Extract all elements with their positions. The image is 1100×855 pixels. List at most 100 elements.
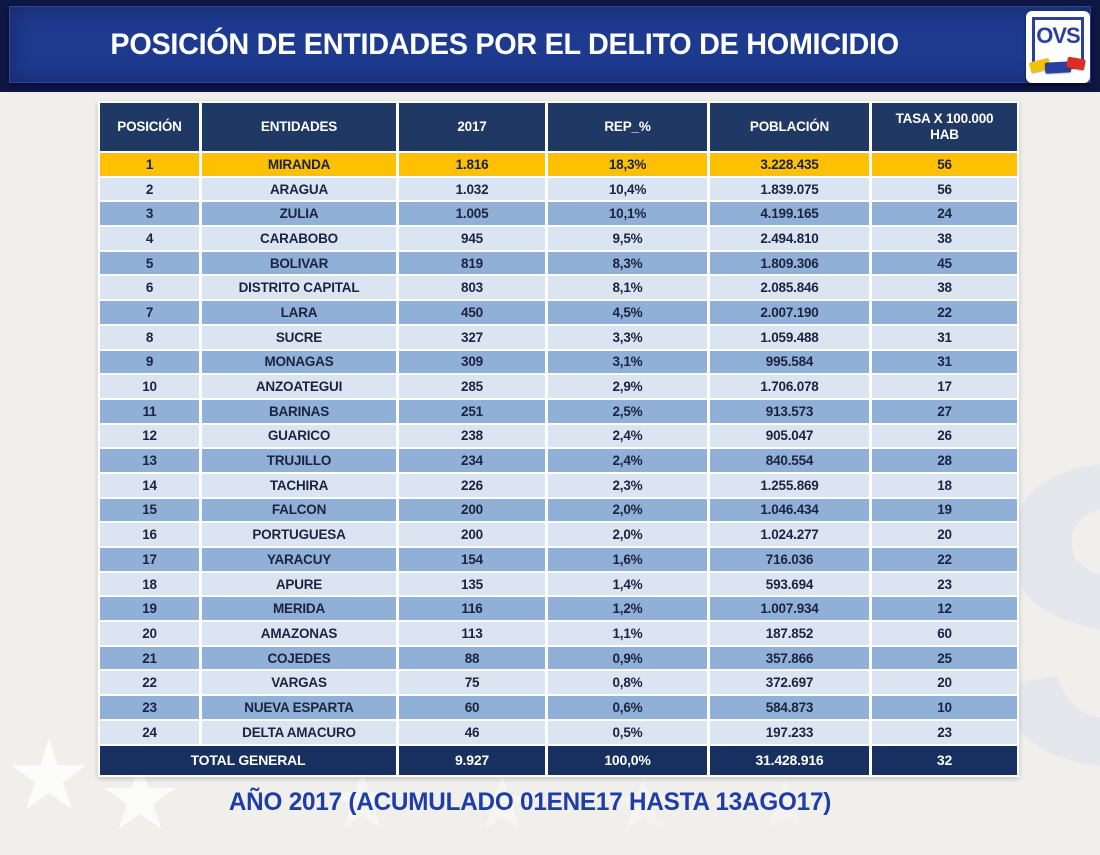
table-cell: TACHIRA — [202, 473, 396, 497]
table-cell: 2,4% — [548, 449, 707, 472]
table-cell: 18 — [100, 572, 199, 596]
total-cell: 32 — [872, 745, 1017, 775]
table-cell: 8,3% — [548, 251, 707, 275]
table-cell: 10 — [100, 375, 199, 398]
table-cell: 4 — [100, 227, 199, 250]
column-header-1: ENTIDADES — [202, 103, 396, 151]
table-cell: CARABOBO — [202, 227, 396, 250]
table-cell: 1,4% — [548, 572, 707, 596]
table-cell: 20 — [872, 671, 1017, 695]
table-cell: 0,8% — [548, 671, 707, 695]
table-cell: NUEVA ESPARTA — [202, 696, 396, 719]
table-cell: 75 — [399, 671, 545, 695]
table-cell: 56 — [872, 153, 1017, 176]
table-cell: 309 — [399, 350, 545, 374]
table-cell: VARGAS — [202, 671, 396, 695]
table-cell: 819 — [399, 251, 545, 275]
table-cell: 1.059.488 — [710, 325, 869, 349]
table-cell: 327 — [399, 325, 545, 349]
table-cell: 113 — [399, 622, 545, 645]
table-cell: DISTRITO CAPITAL — [202, 276, 396, 300]
table-cell: 2,5% — [548, 399, 707, 423]
table-cell: 6 — [100, 276, 199, 300]
ovs-logo: OVS — [1026, 11, 1090, 83]
table-cell: 2,9% — [548, 375, 707, 398]
page-title: POSICIÓN DE ENTIDADES POR EL DELITO DE H… — [110, 27, 900, 61]
table-cell: 285 — [399, 375, 545, 398]
table-cell: 22 — [100, 671, 199, 695]
table-cell: 0,5% — [548, 720, 707, 744]
table-cell: 12 — [872, 597, 1017, 621]
table-cell: 14 — [100, 473, 199, 497]
table-cell: 1.024.277 — [710, 523, 869, 546]
table-cell: 200 — [399, 523, 545, 546]
table-cell: 27 — [872, 399, 1017, 423]
table-cell: ANZOATEGUI — [202, 375, 396, 398]
table-cell: 3,3% — [548, 325, 707, 349]
table-cell: 23 — [872, 572, 1017, 596]
table-cell: 25 — [872, 646, 1017, 670]
table-cell: MONAGAS — [202, 350, 396, 374]
table-cell: 945 — [399, 227, 545, 250]
total-cell: 100,0% — [548, 745, 707, 775]
table-cell: 31 — [872, 350, 1017, 374]
column-header-3: REP_% — [548, 103, 707, 151]
table-cell: 8 — [100, 325, 199, 349]
table-cell: 154 — [399, 548, 545, 571]
table-cell: 1.032 — [399, 177, 545, 201]
table-cell: 450 — [399, 301, 545, 324]
table-cell: 2.007.190 — [710, 301, 869, 324]
table-cell: 16 — [100, 523, 199, 546]
table-cell: COJEDES — [202, 646, 396, 670]
table-cell: BARINAS — [202, 399, 396, 423]
venezuela-flag-icon — [1028, 55, 1086, 75]
table-cell: 4,5% — [548, 301, 707, 324]
table-cell: 28 — [872, 449, 1017, 472]
table-cell: MIRANDA — [202, 153, 396, 176]
table-cell: 1.005 — [399, 202, 545, 226]
table-cell: FALCON — [202, 498, 396, 522]
table-cell: 200 — [399, 498, 545, 522]
table-cell: 1,6% — [548, 548, 707, 571]
entities-table-grid: POSICIÓN ENTIDADES 2017 REP_% POBLACIÓN TASA … — [100, 103, 1017, 775]
table-cell: 3.228.435 — [710, 153, 869, 176]
table-cell: 12 — [100, 424, 199, 448]
table-cell: 238 — [399, 424, 545, 448]
table-cell: 10,1% — [548, 202, 707, 226]
table-cell: 905.047 — [710, 424, 869, 448]
table-cell: 1.816 — [399, 153, 545, 176]
table-cell: 18,3% — [548, 153, 707, 176]
table-cell: 1.839.075 — [710, 177, 869, 201]
table-cell: 10 — [872, 696, 1017, 719]
table-cell: 60 — [399, 696, 545, 719]
table-cell: 2,0% — [548, 523, 707, 546]
table-cell: 187.852 — [710, 622, 869, 645]
table-cell: 22 — [872, 301, 1017, 324]
table-cell: MERIDA — [202, 597, 396, 621]
table-cell: 234 — [399, 449, 545, 472]
table-cell: 1,2% — [548, 597, 707, 621]
table-cell: 20 — [100, 622, 199, 645]
table-cell: 31 — [872, 325, 1017, 349]
table-cell: 13 — [100, 449, 199, 472]
table-cell: 46 — [399, 720, 545, 744]
table-cell: SUCRE — [202, 325, 396, 349]
table-cell: APURE — [202, 572, 396, 596]
table-cell: 995.584 — [710, 350, 869, 374]
table-cell: 3 — [100, 202, 199, 226]
table-cell: 88 — [399, 646, 545, 670]
footer-caption: AÑO 2017 (ACUMULADO 01ENE17 HASTA 13AGO1… — [228, 788, 832, 816]
table-cell: 26 — [872, 424, 1017, 448]
table-cell: ARAGUA — [202, 177, 396, 201]
top-banner: POSICIÓN DE ENTIDADES POR EL DELITO DE H… — [0, 0, 1100, 92]
table-cell: 2.494.810 — [710, 227, 869, 250]
total-cell: 9.927 — [399, 745, 545, 775]
table-cell: 197.233 — [710, 720, 869, 744]
table-cell: 2.085.846 — [710, 276, 869, 300]
table-cell: 226 — [399, 473, 545, 497]
table-cell: 22 — [872, 548, 1017, 571]
table-cell: 56 — [872, 177, 1017, 201]
table-cell: 1.706.078 — [710, 375, 869, 398]
table-cell: 1.809.306 — [710, 251, 869, 275]
table-cell: 23 — [100, 696, 199, 719]
